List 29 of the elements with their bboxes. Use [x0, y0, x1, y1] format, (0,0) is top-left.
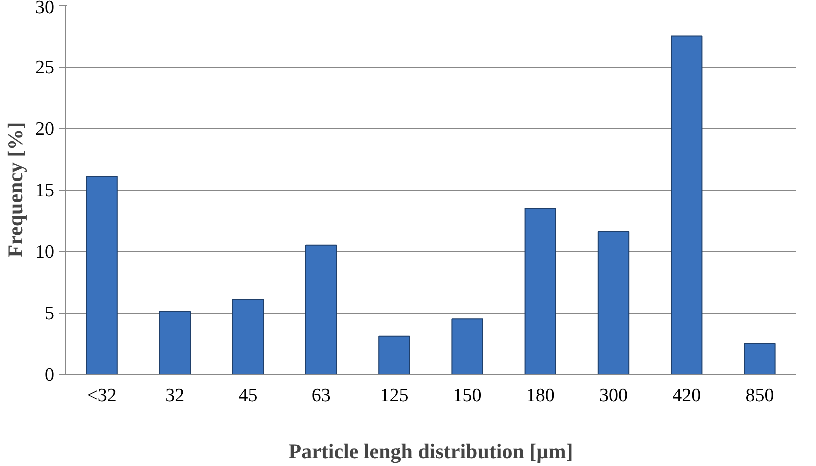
- bar: [159, 311, 191, 374]
- bar: [232, 298, 264, 374]
- bar: [671, 36, 703, 374]
- y-axis-title: Frequency [%]: [4, 122, 28, 258]
- y-tick-label: 15: [36, 180, 54, 202]
- bar: [744, 343, 776, 374]
- y-tick-label: 20: [36, 119, 54, 140]
- x-tick-label: 420: [672, 386, 702, 406]
- y-tick-label: 5: [45, 304, 54, 324]
- x-tick-label: 32: [166, 386, 185, 406]
- bar: [306, 244, 338, 374]
- y-tick-label: 25: [36, 58, 54, 78]
- x-tick-label: 300: [600, 386, 628, 406]
- bar: [524, 208, 556, 374]
- bar: [378, 336, 410, 374]
- x-tick-label: 45: [238, 386, 258, 406]
- x-tick-label: 850: [746, 386, 774, 406]
- bar: [452, 318, 484, 374]
- bar: [86, 176, 118, 374]
- x-tick-label: 150: [453, 386, 482, 406]
- x-tick-label: <32: [87, 386, 117, 406]
- y-tick-label: 0: [45, 365, 54, 386]
- y-tick-label: 30: [36, 0, 54, 18]
- x-tick-label: 125: [380, 386, 409, 406]
- x-axis-title: Particle lengh distribution [µm]: [288, 440, 574, 464]
- bar: [598, 231, 630, 374]
- x-tick-label: 63: [312, 386, 331, 406]
- x-tick-label: 180: [526, 386, 555, 406]
- y-tick-label: 10: [36, 242, 54, 263]
